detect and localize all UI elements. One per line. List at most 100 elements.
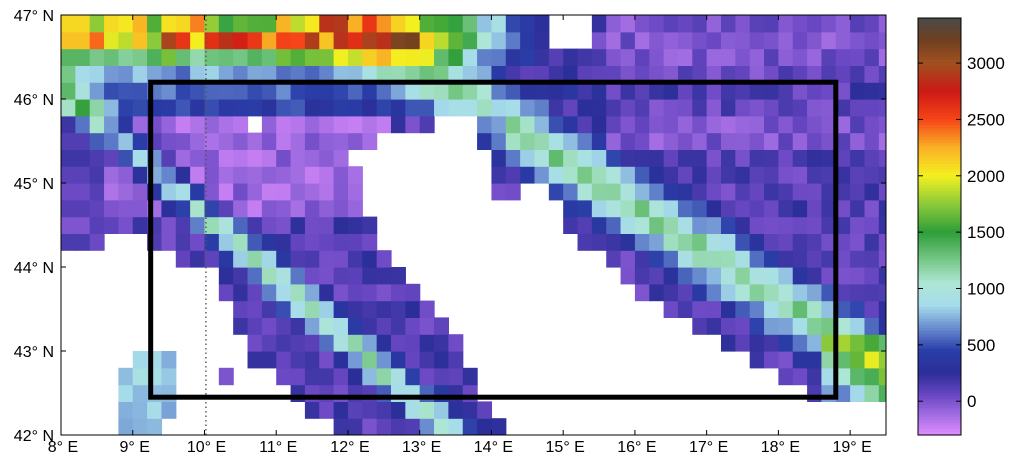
- elevation-cell: [778, 367, 794, 386]
- elevation-cell: [376, 334, 392, 352]
- elevation-cell: [864, 183, 880, 201]
- elevation-cell: [634, 183, 650, 201]
- elevation-cell: [304, 149, 320, 167]
- elevation-cell: [821, 31, 837, 50]
- elevation-cell: [878, 31, 886, 50]
- elevation-cell: [175, 65, 191, 83]
- elevation-cell: [118, 15, 134, 33]
- elevation-cell: [161, 183, 177, 201]
- elevation-cell: [391, 300, 406, 318]
- elevation-cell: [778, 82, 794, 100]
- elevation-cell: [376, 317, 392, 335]
- elevation-cell: [491, 15, 507, 33]
- elevation-cell: [391, 82, 406, 100]
- colorbar-segment: [918, 119, 961, 123]
- elevation-cell: [161, 351, 177, 369]
- elevation-cell: [505, 99, 521, 117]
- elevation-cell: [735, 31, 751, 50]
- elevation-cell: [61, 149, 76, 167]
- elevation-cell: [75, 149, 91, 167]
- elevation-cell: [290, 199, 306, 218]
- elevation-cell: [89, 183, 105, 201]
- elevation-cell: [147, 65, 163, 83]
- colorbar-segment: [918, 146, 961, 150]
- elevation-cell: [807, 149, 823, 167]
- elevation-cell: [118, 418, 134, 435]
- elevation-cell: [347, 183, 363, 201]
- elevation-cell: [261, 250, 277, 268]
- elevation-cell: [505, 48, 521, 66]
- elevation-cell: [835, 384, 851, 402]
- elevation-cell: [721, 99, 736, 117]
- colorbar-segment: [918, 53, 961, 58]
- elevation-cell: [319, 334, 335, 352]
- elevation-cell: [835, 334, 851, 352]
- elevation-cell: [247, 48, 263, 66]
- elevation-cell: [577, 199, 593, 218]
- elevation-cell: [218, 216, 234, 234]
- elevation-cell: [821, 317, 837, 335]
- elevation-cell: [835, 317, 851, 335]
- elevation-cell: [319, 183, 335, 201]
- elevation-cell: [864, 99, 880, 117]
- elevation-cell: [376, 351, 392, 369]
- elevation-cell: [563, 99, 579, 117]
- elevation-cell: [391, 283, 406, 302]
- elevation-cell: [261, 65, 277, 83]
- colorbar-segment: [918, 295, 961, 299]
- elevation-cell: [735, 216, 751, 234]
- elevation-cell: [247, 233, 263, 251]
- elevation-cell: [663, 267, 679, 285]
- elevation-grid: [61, 15, 886, 435]
- elevation-cell: [835, 82, 851, 100]
- elevation-cell: [807, 300, 823, 318]
- colorbar-segment: [918, 396, 961, 400]
- elevation-cell: [649, 199, 665, 218]
- elevation-cell: [391, 15, 406, 33]
- elevation-cell: [706, 267, 722, 285]
- elevation-cell: [764, 183, 779, 201]
- elevation-cell: [706, 31, 722, 50]
- elevation-cell: [778, 216, 794, 234]
- elevation-cell: [764, 283, 779, 302]
- elevation-cell: [878, 367, 886, 386]
- elevation-cell: [563, 183, 579, 201]
- elevation-cell: [147, 48, 163, 66]
- elevation-cell: [434, 334, 449, 352]
- lon-tick-label: 17° E: [689, 439, 728, 455]
- elevation-cell: [276, 15, 292, 33]
- colorbar-segment: [918, 172, 961, 177]
- elevation-cell: [290, 15, 306, 33]
- elevation-cell: [677, 300, 693, 318]
- elevation-cell: [233, 149, 249, 167]
- elevation-cell: [75, 132, 91, 150]
- elevation-cell: [347, 31, 363, 50]
- elevation-cell: [434, 99, 449, 117]
- elevation-cell: [304, 300, 320, 318]
- elevation-cell: [749, 82, 765, 100]
- elevation-cell: [319, 401, 335, 419]
- elevation-cell: [261, 82, 277, 100]
- elevation-cell: [721, 82, 736, 100]
- elevation-cell: [850, 317, 866, 335]
- elevation-cell: [735, 334, 751, 352]
- elevation-cell: [706, 250, 722, 268]
- elevation-cell: [319, 82, 335, 100]
- elevation-cell: [477, 82, 493, 100]
- elevation-cell: [835, 283, 851, 302]
- colorbar-segment: [918, 342, 961, 347]
- elevation-cell: [606, 149, 622, 167]
- elevation-cell: [276, 82, 292, 100]
- elevation-cell: [333, 183, 349, 201]
- elevation-cell: [247, 267, 263, 285]
- colorbar-segment: [918, 62, 961, 67]
- elevation-cell: [764, 199, 779, 218]
- elevation-cell: [821, 250, 837, 268]
- elevation-cell: [735, 48, 751, 66]
- colorbar-segment: [918, 208, 961, 213]
- elevation-cell: [634, 48, 650, 66]
- elevation-cell: [548, 132, 564, 150]
- elevation-cell: [634, 166, 650, 184]
- elevation-cell: [247, 31, 263, 50]
- elevation-cell: [319, 351, 335, 369]
